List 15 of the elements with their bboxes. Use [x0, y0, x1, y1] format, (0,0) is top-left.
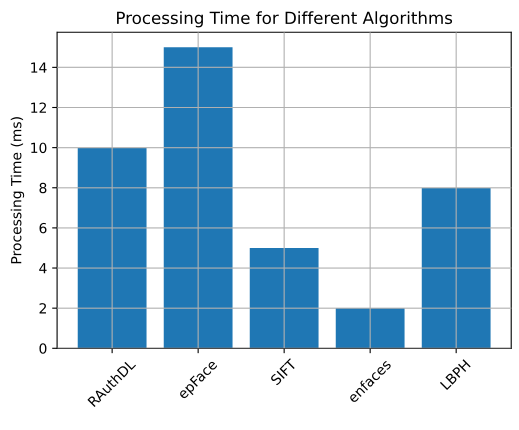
- bar: [250, 248, 319, 348]
- y-tick-label: 12: [31, 102, 46, 113]
- y-tick-label: 8: [39, 182, 46, 194]
- y-tick-label: 4: [39, 263, 47, 274]
- bar: [336, 308, 405, 348]
- y-tick-label: 0: [39, 343, 46, 354]
- y-tick-label: 2: [40, 303, 46, 314]
- y-axis-title: Processing Time (ms): [10, 117, 24, 264]
- bar: [78, 148, 147, 348]
- y-tick-label: 6: [40, 222, 46, 234]
- chart-title: Processing Time for Different Algorithms: [117, 11, 452, 28]
- y-tick-label: 14: [31, 62, 47, 73]
- y-tick-label: 10: [31, 142, 46, 154]
- bar: [164, 47, 233, 348]
- bar: [422, 188, 491, 348]
